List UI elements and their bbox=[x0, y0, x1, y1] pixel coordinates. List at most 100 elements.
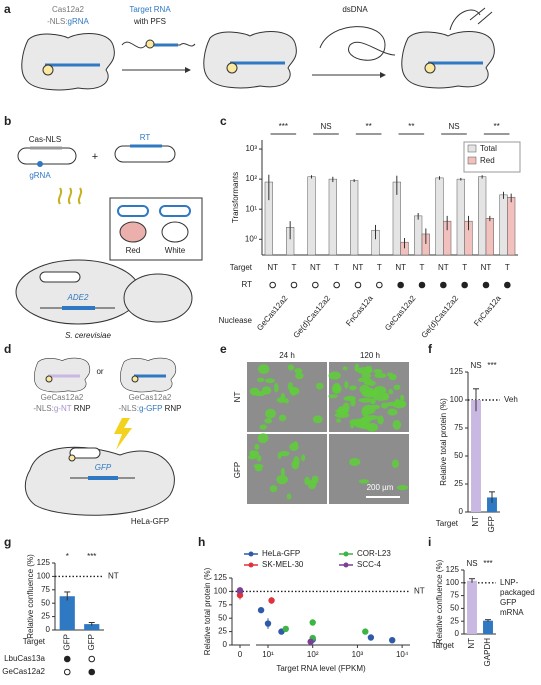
y-tick-label: 25 bbox=[218, 627, 227, 636]
organism-label: S. cerevisiae bbox=[65, 331, 111, 340]
cell-blob bbox=[373, 369, 383, 374]
reference-label: LNP- bbox=[500, 578, 519, 587]
legend-label: White bbox=[165, 246, 186, 255]
cell-blob bbox=[286, 493, 292, 500]
cell bbox=[21, 33, 115, 91]
y-tick-label: 75 bbox=[41, 585, 50, 594]
significance: NS bbox=[448, 122, 459, 131]
cell-blob bbox=[336, 418, 342, 423]
legend-marker bbox=[343, 562, 349, 568]
x-tick-label: GAPDH bbox=[483, 638, 492, 667]
x-tick-label: T bbox=[462, 263, 467, 272]
plasmid bbox=[69, 447, 101, 459]
cut-dna bbox=[449, 7, 493, 31]
hela-cell bbox=[24, 446, 175, 516]
nuclease bbox=[131, 375, 139, 383]
rt-indicator bbox=[461, 281, 468, 289]
x-tick-label: NT bbox=[438, 263, 449, 272]
panel-label: b bbox=[4, 114, 11, 128]
label: RNP bbox=[162, 404, 181, 413]
row-indicator bbox=[88, 668, 96, 676]
cell-blob bbox=[393, 384, 401, 391]
cell-label: HeLa-GFP bbox=[131, 517, 169, 526]
panel-label: f bbox=[428, 342, 433, 356]
y-tick-label: 100 bbox=[446, 578, 460, 587]
panel-label: h bbox=[198, 535, 205, 549]
y-axis-label: Transformants bbox=[231, 172, 240, 223]
cell-blob bbox=[295, 372, 304, 380]
cell-blob bbox=[392, 419, 402, 430]
cell-blob bbox=[366, 422, 379, 432]
rt-indicator bbox=[376, 281, 383, 289]
colony-red bbox=[119, 221, 147, 243]
cell-blob bbox=[398, 400, 407, 407]
label: Cas12a2 bbox=[52, 5, 85, 14]
point bbox=[282, 625, 289, 633]
legend-label: Red bbox=[126, 246, 141, 255]
y-tick-label: 0 bbox=[223, 640, 228, 649]
rt-indicator bbox=[482, 281, 490, 289]
transform-symbol bbox=[57, 187, 83, 205]
label: Target RNA bbox=[129, 5, 171, 14]
x-tick-label: 0 bbox=[238, 650, 243, 659]
cell-blob bbox=[361, 389, 377, 398]
y-tick-label: 10⁰ bbox=[245, 234, 257, 243]
label: g-GFP bbox=[139, 404, 162, 413]
cell-blob bbox=[276, 474, 288, 485]
cell-blob bbox=[312, 415, 323, 424]
label: dsDNA bbox=[342, 5, 368, 14]
row-label: LbuCas13a bbox=[4, 654, 45, 663]
x-tick-label: NT bbox=[467, 638, 476, 649]
cell-blob bbox=[253, 463, 264, 469]
x-axis-label: Target RNA level (FPKM) bbox=[276, 664, 366, 673]
cell-blob bbox=[257, 433, 269, 444]
y-tick-label: 125 bbox=[37, 558, 51, 567]
cell-blob bbox=[370, 404, 381, 410]
cell-blob bbox=[328, 394, 338, 399]
nuclease-label: Ge(d)Cas12a2 bbox=[292, 293, 333, 339]
x-tick-label: NT bbox=[310, 263, 321, 272]
plasmid bbox=[117, 205, 149, 217]
panel-label: d bbox=[4, 342, 11, 356]
label: or bbox=[96, 367, 103, 376]
reference-label: GFP bbox=[500, 598, 516, 607]
x-tick-label: 10⁴ bbox=[396, 650, 409, 659]
y-tick-label: 10¹ bbox=[245, 204, 257, 213]
nuclease bbox=[226, 62, 238, 74]
bar bbox=[467, 580, 477, 634]
x-tick-label: NT bbox=[395, 263, 406, 272]
significance: * bbox=[66, 552, 69, 561]
panel-label: e bbox=[220, 342, 227, 356]
x-tick-label: T bbox=[334, 263, 339, 272]
y-tick-label: 0 bbox=[459, 507, 464, 516]
label: GeCas12a2 bbox=[41, 393, 84, 402]
legend-label: HeLa-GFP bbox=[262, 549, 300, 558]
gene-label: ADE2 bbox=[67, 293, 89, 302]
significance: *** bbox=[87, 552, 96, 561]
row-indicator bbox=[88, 655, 96, 663]
rt-indicator bbox=[290, 281, 298, 289]
x-axis-label: Target bbox=[432, 641, 455, 650]
point bbox=[236, 587, 244, 594]
x-tick-label: GFP bbox=[87, 634, 96, 650]
reference-label: packaged bbox=[500, 588, 535, 597]
nuclease bbox=[45, 375, 53, 383]
y-tick-label: 75 bbox=[450, 591, 459, 600]
cell-blob bbox=[337, 405, 349, 416]
significance: *** bbox=[279, 122, 288, 131]
point bbox=[268, 597, 275, 604]
x-tick-label: NT bbox=[353, 263, 364, 272]
yeast-bud bbox=[123, 273, 193, 323]
cell-blob bbox=[264, 418, 273, 424]
point bbox=[264, 620, 272, 627]
label: -NLS: bbox=[33, 404, 53, 413]
reference-label: NT bbox=[414, 587, 425, 596]
cell-blob bbox=[391, 459, 399, 469]
cell-blob bbox=[388, 388, 394, 395]
rt-indicator bbox=[269, 281, 276, 289]
dna bbox=[319, 26, 396, 61]
x-tick-label: NT bbox=[267, 263, 278, 272]
significance: NS bbox=[470, 361, 481, 370]
legend-label: SCC-4 bbox=[357, 560, 382, 569]
